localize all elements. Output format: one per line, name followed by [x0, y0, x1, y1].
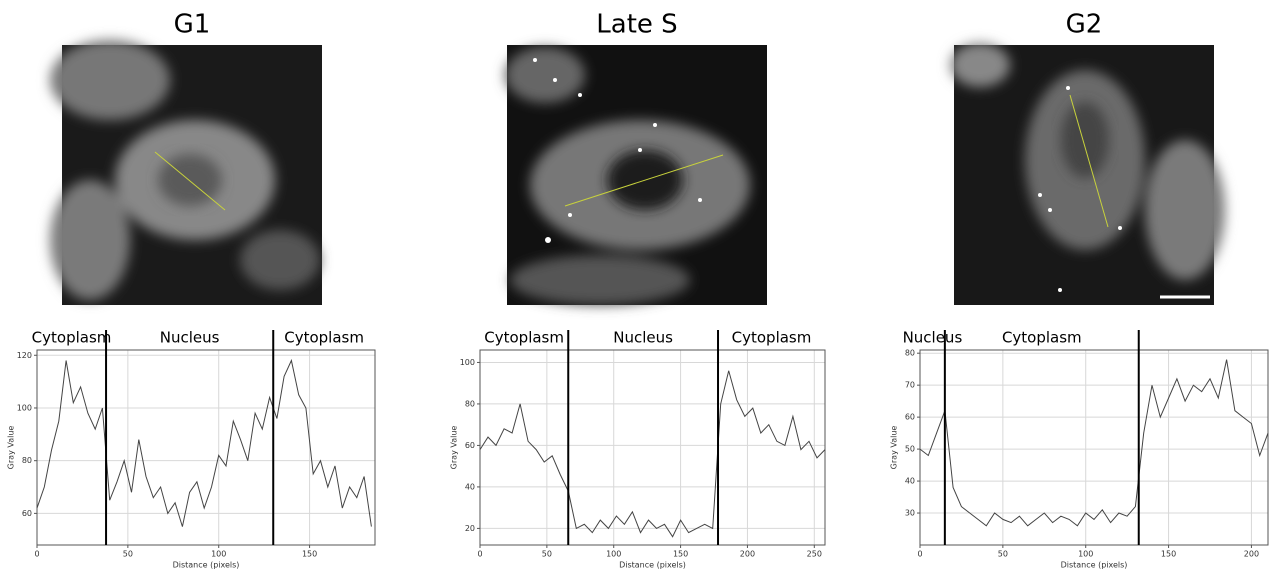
x-tick-label: 250	[807, 550, 822, 559]
x-tick-label: 150	[1161, 550, 1176, 559]
y-tick-label: 50	[905, 445, 915, 454]
micrograph-g2	[950, 43, 1225, 305]
y-tick-label: 20	[465, 524, 475, 533]
y-tick-label: 100	[460, 358, 475, 367]
chart-title: G2	[1066, 10, 1103, 40]
x-tick-label: 0	[917, 550, 922, 559]
y-tick-label: 30	[905, 509, 915, 518]
x-tick-label: 200	[740, 550, 755, 559]
y-axis-label: Gray Value	[7, 426, 16, 470]
region-label: Nucleus	[613, 329, 673, 347]
y-axis-label: Gray Value	[890, 426, 899, 470]
y-tick-label: 80	[905, 349, 915, 358]
x-axis-label: Distance (pixels)	[619, 561, 686, 570]
y-axis-label: Gray Value	[450, 426, 459, 470]
plot-frame	[479, 349, 826, 546]
y-tick-label: 40	[465, 482, 475, 491]
y-tick-label: 40	[905, 477, 915, 486]
micrograph-late-s	[505, 45, 767, 305]
region-label: Cytoplasm	[284, 329, 364, 347]
plot-frame	[36, 349, 376, 546]
x-tick-label: 0	[477, 550, 482, 559]
x-axis-label: Distance (pixels)	[173, 561, 240, 570]
x-tick-label: 150	[302, 550, 317, 559]
plot-frame	[919, 349, 1269, 546]
region-label: Nucleus	[160, 329, 220, 347]
y-tick-label: 70	[905, 381, 915, 390]
x-tick-label: 50	[998, 550, 1008, 559]
x-axis-label: Distance (pixels)	[1061, 561, 1128, 570]
profile-line	[479, 370, 826, 538]
y-tick-label: 100	[17, 403, 32, 412]
x-tick-label: 100	[1078, 550, 1093, 559]
x-tick-label: 50	[542, 550, 552, 559]
y-tick-label: 60	[905, 413, 915, 422]
x-tick-label: 100	[211, 550, 226, 559]
region-label: Cytoplasm	[1002, 329, 1082, 347]
x-tick-label: 50	[123, 550, 133, 559]
y-tick-label: 60	[465, 441, 475, 450]
region-label: Cytoplasm	[484, 329, 564, 347]
region-label: Cytoplasm	[32, 329, 112, 347]
x-tick-label: 150	[673, 550, 688, 559]
chart-title: G1	[174, 10, 211, 40]
region-label: Nucleus	[903, 329, 963, 347]
chart-title: Late S	[596, 10, 677, 40]
y-tick-label: 80	[22, 456, 32, 465]
profile-line	[919, 359, 1269, 527]
x-tick-label: 0	[34, 550, 39, 559]
region-label: Cytoplasm	[732, 329, 812, 347]
x-tick-label: 100	[606, 550, 621, 559]
profile-line	[36, 358, 372, 527]
y-tick-label: 80	[465, 399, 475, 408]
x-tick-label: 200	[1244, 550, 1259, 559]
y-tick-label: 60	[22, 509, 32, 518]
y-tick-label: 120	[17, 351, 32, 360]
micrograph-g1	[50, 40, 322, 305]
